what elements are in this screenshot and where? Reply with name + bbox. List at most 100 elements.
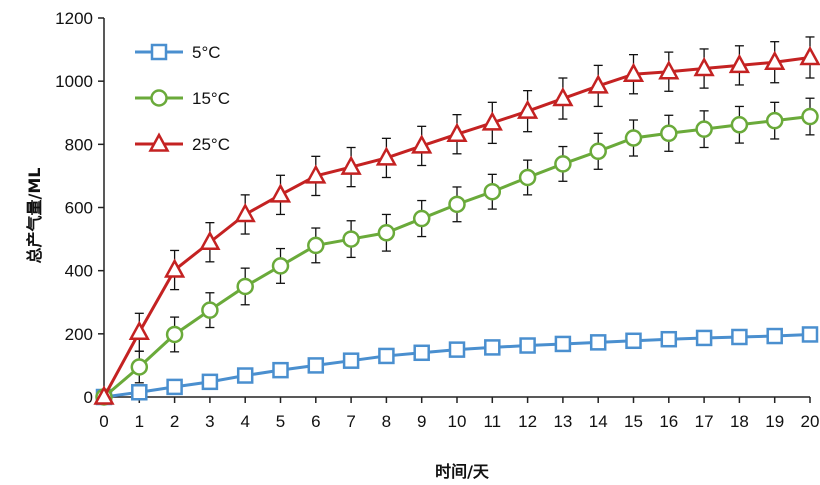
data-point [199,230,221,250]
data-point [484,339,501,356]
series-25°C [93,36,820,405]
x-tick-label: 4 [240,412,249,431]
data-point [658,60,680,80]
data-point [163,258,186,278]
data-point [589,334,607,351]
data-point [165,325,184,344]
data-point [236,367,254,384]
data-point [554,155,572,173]
data-point [234,202,256,223]
data-point [731,328,748,346]
x-tick-label: 6 [311,412,320,431]
x-tick-label: 18 [730,412,749,431]
data-point [519,337,536,354]
x-tick-label: 12 [518,412,537,431]
data-point [587,74,609,94]
data-point [765,111,784,130]
x-tick-label: 16 [659,412,678,431]
data-point [728,53,751,74]
data-point [166,378,183,396]
y-tick-label: 400 [65,262,93,281]
x-tick-label: 10 [448,412,467,431]
data-point [801,107,819,126]
data-point [305,164,327,184]
data-point [589,142,607,161]
data-point [272,361,289,379]
data-point [375,146,398,166]
data-point [307,236,325,255]
data-point [693,56,715,77]
data-point [446,122,468,142]
data-point [481,111,503,131]
plot-area [93,36,820,406]
data-point [378,347,395,365]
data-point [695,120,713,138]
data-point [448,195,466,214]
data-point [201,301,219,319]
data-point [764,50,786,70]
data-point [554,335,572,353]
x-tick-label: 20 [801,412,820,431]
y-tick-label: 1200 [55,9,93,28]
x-axis-title: 时间/天 [435,462,490,481]
x-tick-label: 13 [553,412,572,431]
data-point [342,230,360,248]
legend-item: 15°C [135,89,230,108]
data-point [271,257,290,275]
data-point [518,168,537,187]
x-tick-label: 2 [170,412,179,431]
data-point [93,385,115,405]
data-point [412,209,431,228]
data-point [552,86,574,107]
x-tick-label: 17 [695,412,714,431]
data-point [730,116,749,134]
legend-label: 25°C [192,135,230,154]
y-tick-label: 0 [84,388,93,407]
data-point [660,330,678,348]
data-point [128,320,150,341]
data-point [695,329,713,347]
x-tick-label: 19 [765,412,784,431]
series-15°C [95,97,819,406]
y-tick-label: 800 [65,135,93,154]
data-point [413,344,430,362]
legend-marker [150,89,168,107]
data-point [131,384,148,401]
data-point [307,357,325,374]
x-tick-label: 3 [205,412,214,431]
data-point [236,277,254,296]
data-point [622,62,645,82]
data-point [342,352,360,369]
legend-label: 5°C [192,43,221,62]
y-axis-title: 总产气量/ML [25,168,44,264]
x-tick-label: 5 [276,412,285,431]
legend: 5°C 15°C 25°C [135,43,230,154]
legend-marker [148,132,170,152]
data-point [448,341,466,358]
x-tick-label: 7 [346,412,355,431]
y-tick-label: 600 [65,199,93,218]
data-point [766,327,783,345]
data-point [660,124,678,143]
data-point [799,45,820,66]
x-tick-label: 1 [135,412,144,431]
data-point [377,224,396,242]
x-tick-label: 11 [483,412,501,431]
legend-marker [150,43,168,61]
data-point [516,99,539,119]
data-point [624,129,643,147]
data-point [801,326,819,343]
data-point [130,358,149,376]
data-point [269,183,292,203]
legend-label: 15°C [192,89,230,108]
x-tick-label: 0 [99,412,108,431]
x-tick-label: 9 [417,412,426,431]
data-point [201,373,219,391]
data-point [625,332,642,350]
y-tick-label: 200 [65,325,93,344]
series-5°C [95,326,819,406]
data-point [483,182,502,201]
data-point [411,134,433,154]
